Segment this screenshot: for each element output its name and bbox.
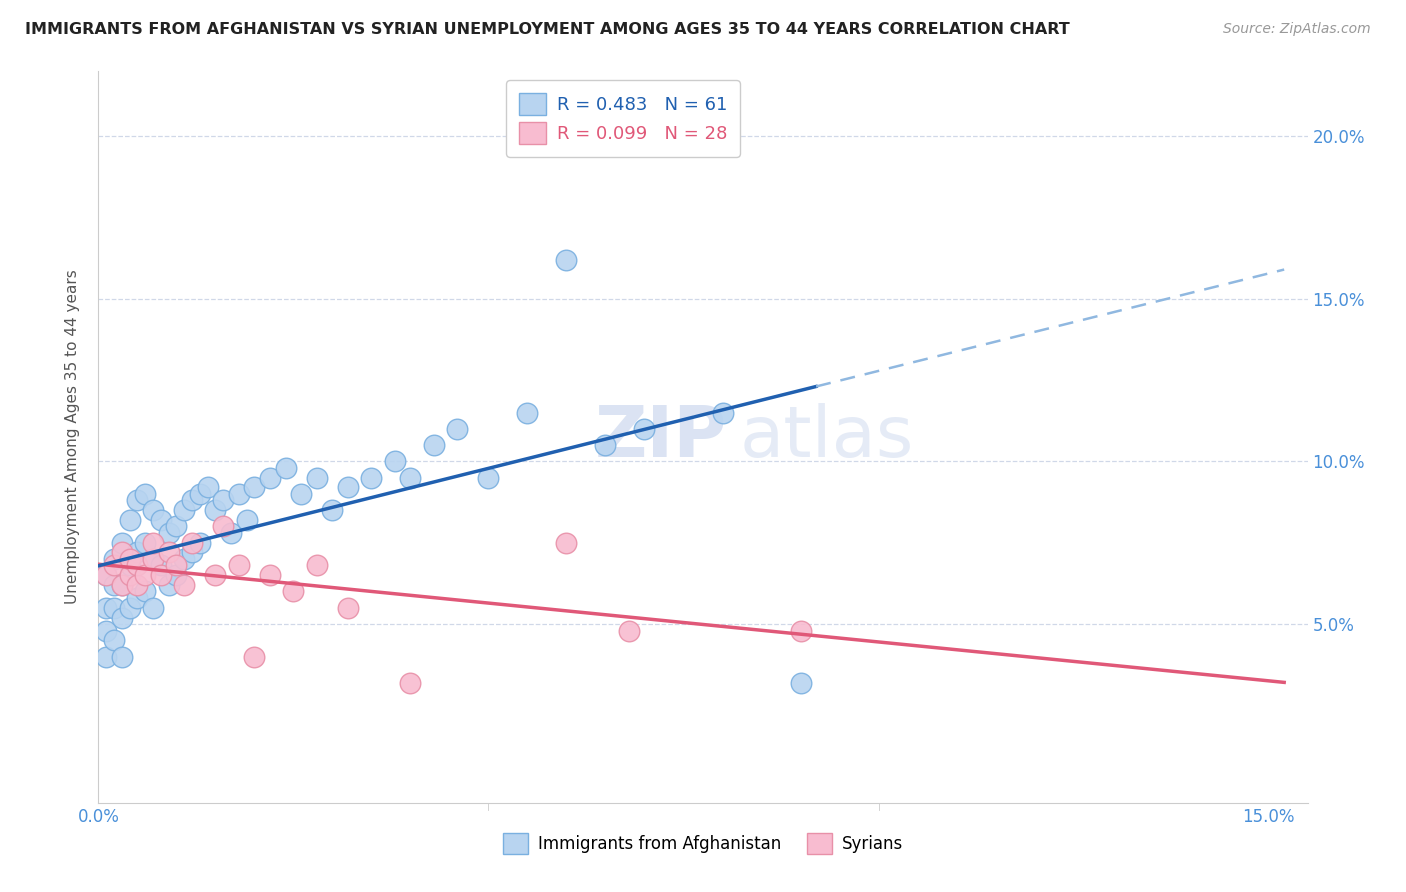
Point	[96, 600, 118, 615]
Point	[118, 600, 141, 615]
Point	[127, 558, 149, 573]
Point	[142, 535, 165, 549]
Point	[259, 568, 281, 582]
Point	[789, 675, 811, 690]
Point	[157, 578, 180, 592]
Point	[711, 406, 734, 420]
Point	[274, 461, 297, 475]
Point	[165, 558, 187, 573]
Point	[337, 600, 360, 615]
Point	[399, 471, 422, 485]
Point	[305, 471, 328, 485]
Point	[188, 535, 211, 549]
Point	[111, 545, 134, 559]
Point	[789, 624, 811, 638]
Point	[243, 480, 266, 494]
Point	[103, 600, 125, 615]
Point	[111, 578, 134, 592]
Point	[111, 610, 134, 624]
Point	[96, 568, 118, 582]
Text: IMMIGRANTS FROM AFGHANISTAN VS SYRIAN UNEMPLOYMENT AMONG AGES 35 TO 44 YEARS COR: IMMIGRANTS FROM AFGHANISTAN VS SYRIAN UN…	[25, 22, 1070, 37]
Point	[96, 624, 118, 638]
Point	[103, 558, 125, 573]
Point	[134, 584, 156, 599]
Text: atlas: atlas	[740, 402, 914, 472]
Point	[111, 649, 134, 664]
Point	[516, 406, 538, 420]
Point	[204, 568, 226, 582]
Point	[127, 493, 149, 508]
Point	[111, 578, 134, 592]
Point	[235, 513, 257, 527]
Point	[165, 568, 187, 582]
Point	[181, 493, 204, 508]
Point	[360, 471, 382, 485]
Point	[633, 422, 655, 436]
Point	[165, 519, 187, 533]
Point	[142, 600, 165, 615]
Point	[228, 558, 250, 573]
Point	[321, 503, 343, 517]
Point	[142, 552, 165, 566]
Point	[595, 438, 617, 452]
Text: Source: ZipAtlas.com: Source: ZipAtlas.com	[1223, 22, 1371, 37]
Point	[118, 568, 141, 582]
Point	[173, 578, 195, 592]
Text: ZIP: ZIP	[595, 402, 727, 472]
Point	[118, 558, 141, 573]
Point	[157, 545, 180, 559]
Point	[127, 591, 149, 605]
Point	[103, 633, 125, 648]
Point	[423, 438, 446, 452]
Point	[337, 480, 360, 494]
Point	[173, 552, 195, 566]
Point	[219, 526, 242, 541]
Point	[181, 535, 204, 549]
Point	[228, 487, 250, 501]
Point	[103, 578, 125, 592]
Point	[149, 513, 172, 527]
Point	[446, 422, 468, 436]
Point	[305, 558, 328, 573]
Point	[103, 552, 125, 566]
Point	[127, 545, 149, 559]
Point	[243, 649, 266, 664]
Point	[555, 535, 578, 549]
Point	[283, 584, 305, 599]
Point	[617, 624, 640, 638]
Point	[204, 503, 226, 517]
Point	[134, 535, 156, 549]
Point	[149, 558, 172, 573]
Point	[212, 493, 235, 508]
Point	[555, 252, 578, 267]
Point	[142, 552, 165, 566]
Point	[134, 568, 156, 582]
Point	[157, 526, 180, 541]
Y-axis label: Unemployment Among Ages 35 to 44 years: Unemployment Among Ages 35 to 44 years	[65, 269, 80, 605]
Point	[399, 675, 422, 690]
Point	[188, 487, 211, 501]
Point	[96, 568, 118, 582]
Point	[181, 545, 204, 559]
Point	[212, 519, 235, 533]
Point	[134, 487, 156, 501]
Point	[127, 578, 149, 592]
Point	[173, 503, 195, 517]
Point	[149, 568, 172, 582]
Point	[96, 649, 118, 664]
Point	[290, 487, 312, 501]
Point	[259, 471, 281, 485]
Point	[142, 503, 165, 517]
Point	[384, 454, 406, 468]
Point	[111, 535, 134, 549]
Point	[118, 513, 141, 527]
Point	[197, 480, 219, 494]
Point	[118, 552, 141, 566]
Legend: Immigrants from Afghanistan, Syrians: Immigrants from Afghanistan, Syrians	[496, 827, 910, 860]
Point	[477, 471, 499, 485]
